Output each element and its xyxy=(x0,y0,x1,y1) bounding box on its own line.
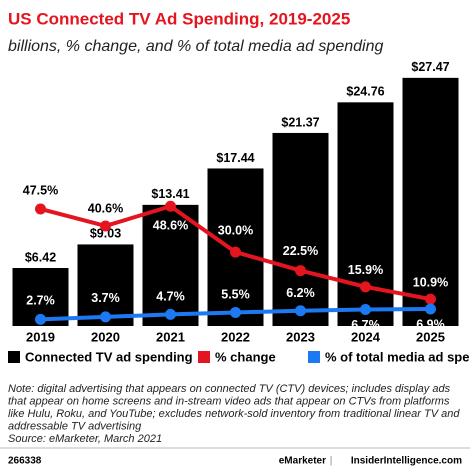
line-marker xyxy=(100,311,111,323)
footer-id: 266338 xyxy=(8,456,42,467)
x-tick-label: 2022 xyxy=(221,329,250,344)
bar-value-label: $27.47 xyxy=(411,60,449,74)
bar-value-label: $17.44 xyxy=(216,151,254,165)
bar-value-label: $9.03 xyxy=(90,227,121,241)
line-value-label: 47.5% xyxy=(23,183,58,197)
bar xyxy=(142,204,199,326)
legend-swatch xyxy=(308,351,320,363)
footer-brand: eMarketer xyxy=(279,456,326,467)
line-value-label: 4.7% xyxy=(156,290,185,304)
legend-label: % change xyxy=(215,349,276,364)
chart-subtitle: billions, % change, and % of total media… xyxy=(8,38,383,55)
bar-value-label: $6.42 xyxy=(25,250,56,264)
line-marker xyxy=(295,305,306,317)
line-value-label: 6.2% xyxy=(286,286,315,300)
line-marker xyxy=(425,293,436,305)
line-value-label: 6.9% xyxy=(416,317,445,331)
x-tick-label: 2019 xyxy=(26,329,55,344)
line-marker xyxy=(360,303,371,315)
line-value-label: 30.0% xyxy=(218,223,253,237)
x-tick-label: 2025 xyxy=(416,329,445,344)
line-value-label: 6.7% xyxy=(351,318,380,332)
line-value-label: 2.7% xyxy=(26,294,55,308)
bar-value-label: $13.41 xyxy=(151,187,189,201)
legend-swatch xyxy=(8,351,20,363)
bar xyxy=(272,132,329,326)
footer-separator: | xyxy=(330,456,333,467)
line-value-label: 22.5% xyxy=(283,244,318,258)
legend-swatch xyxy=(198,351,210,363)
x-tick-label: 2021 xyxy=(156,329,185,344)
x-tick-label: 2020 xyxy=(91,329,120,344)
x-tick-label: 2024 xyxy=(351,329,381,344)
line-value-label: 10.9% xyxy=(413,275,448,289)
note-line: like Hulu, Roku, and YouTube; excludes n… xyxy=(8,408,460,420)
note-line: addressable TV advertising xyxy=(8,420,142,432)
footer-site: InsiderIntelligence.com xyxy=(351,456,462,467)
line-value-label: 15.9% xyxy=(348,263,383,277)
line-marker xyxy=(35,313,46,325)
line-marker xyxy=(100,220,111,232)
line-value-label: 40.6% xyxy=(88,201,123,215)
line-marker xyxy=(230,246,241,258)
chart-title: US Connected TV Ad Spending, 2019-2025 xyxy=(8,9,350,28)
line-marker xyxy=(295,265,306,277)
source: Source: eMarketer, March 2021 xyxy=(8,433,162,445)
line-value-label: 3.7% xyxy=(91,291,120,305)
x-tick-label: 2023 xyxy=(286,329,315,344)
line-marker xyxy=(165,308,176,320)
line-marker xyxy=(425,303,436,315)
line-marker xyxy=(165,200,176,212)
line-marker xyxy=(230,306,241,318)
bar-value-label: $21.37 xyxy=(281,115,319,129)
legend-label: % of total media ad spending xyxy=(325,349,470,364)
line-value-label: 5.5% xyxy=(221,288,250,302)
line-marker xyxy=(360,281,371,293)
note-line: Note: digital advertising that appears o… xyxy=(8,383,451,395)
bar-value-label: $24.76 xyxy=(346,85,384,99)
line-marker xyxy=(35,203,46,215)
line-value-label: 48.6% xyxy=(153,219,188,233)
note-line: that appear on home screens and in-strea… xyxy=(8,395,450,407)
legend-label: Connected TV ad spending xyxy=(25,349,193,364)
bar xyxy=(402,77,459,326)
